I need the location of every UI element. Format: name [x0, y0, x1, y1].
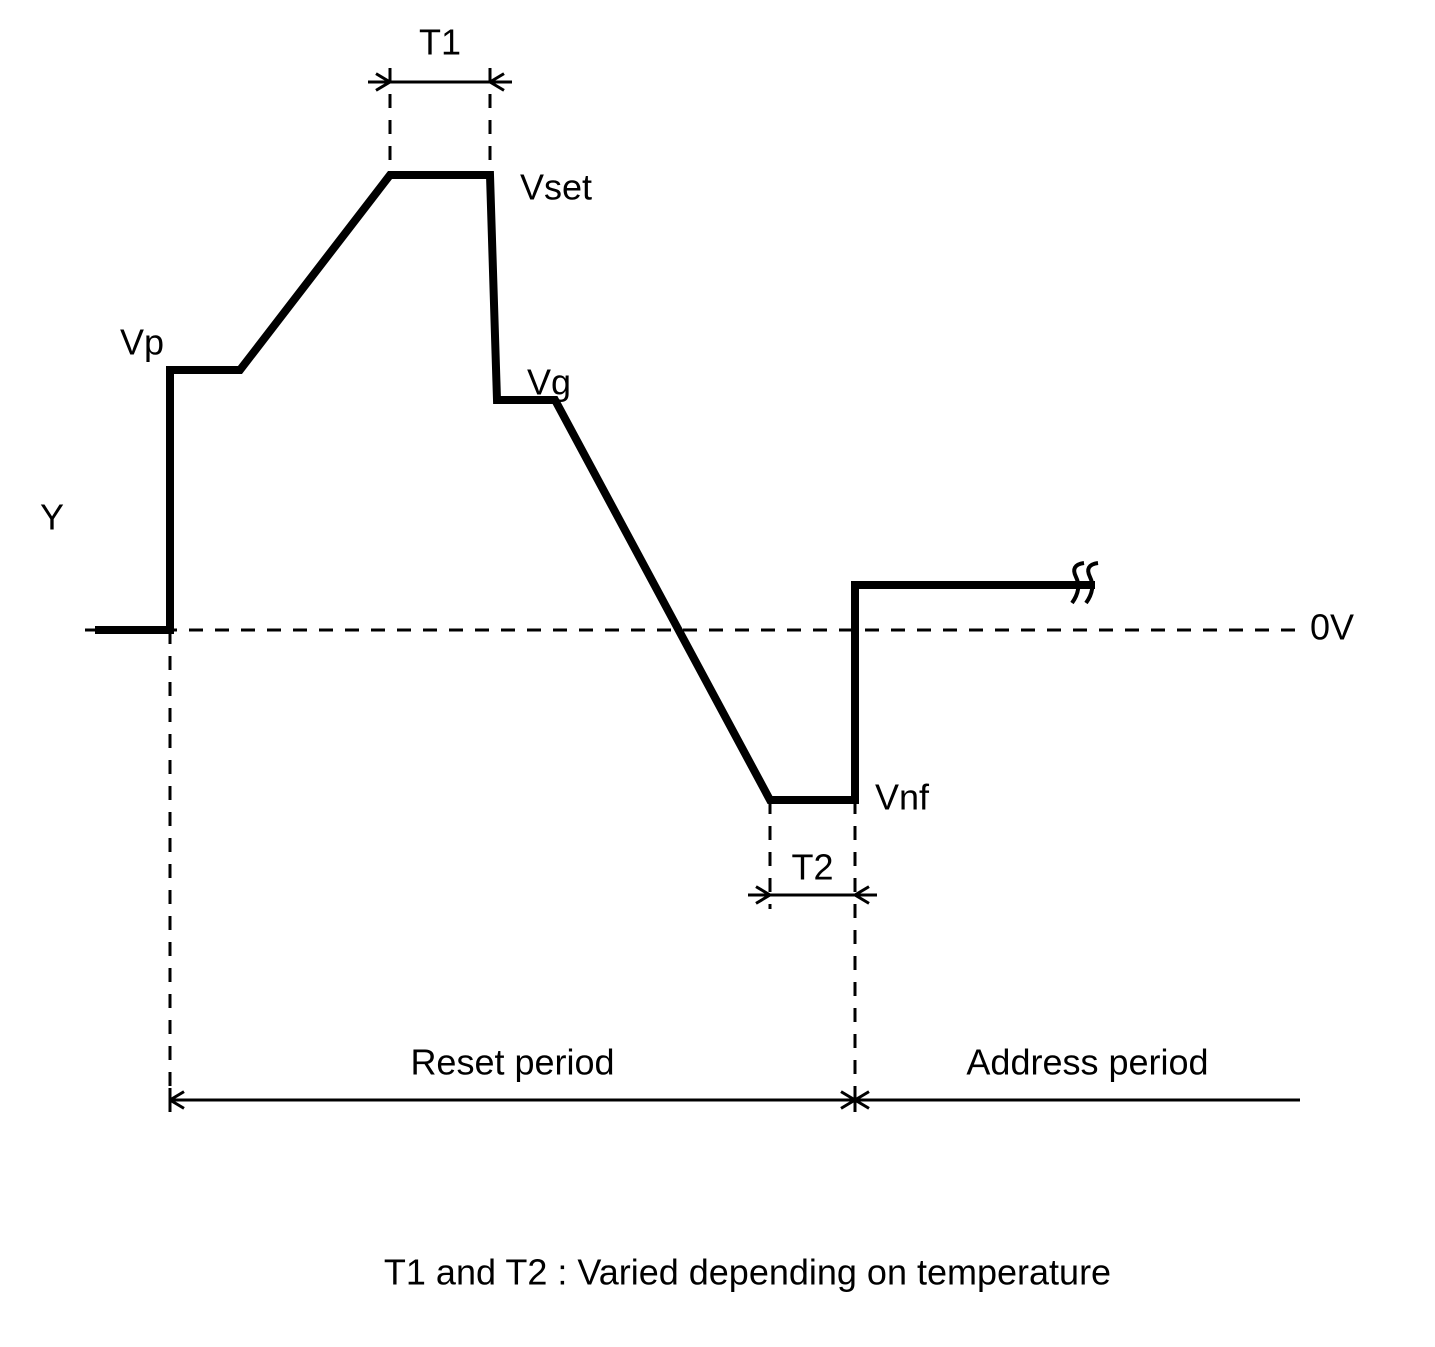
zero-label: 0V — [1310, 607, 1354, 648]
waveform — [95, 175, 1095, 800]
vset-label: Vset — [520, 167, 592, 208]
vnf-label: Vnf — [875, 777, 930, 818]
y-axis-label: Y — [40, 497, 64, 538]
footnote: T1 and T2 : Varied depending on temperat… — [384, 1252, 1111, 1293]
t2-label: T2 — [791, 847, 833, 888]
t1-label: T1 — [419, 22, 461, 63]
reset-period-label: Reset period — [410, 1042, 614, 1083]
vp-label: Vp — [120, 322, 164, 363]
vg-label: Vg — [527, 362, 571, 403]
address-period-label: Address period — [966, 1042, 1208, 1083]
